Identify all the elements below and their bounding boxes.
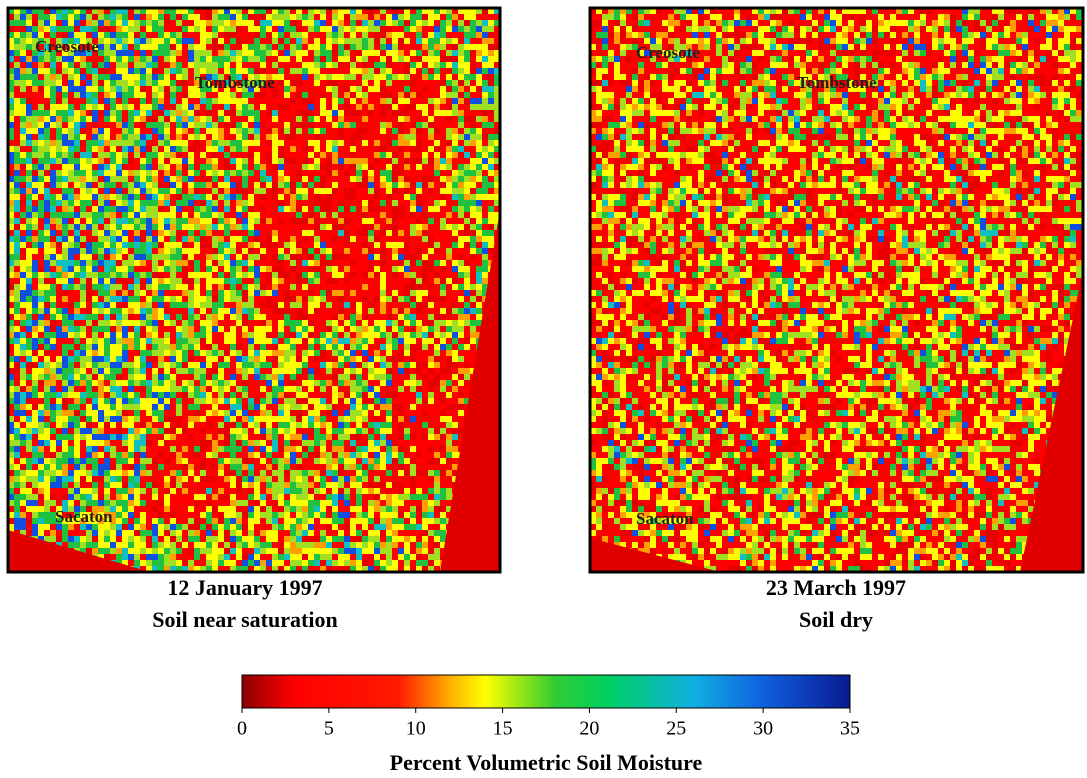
colorbar-label: Percent Volumetric Soil Moisture: [390, 750, 703, 775]
colorbar: [242, 675, 850, 708]
site-label: Creosote: [35, 37, 99, 56]
moisture-map: [590, 8, 1087, 572]
tick-label: 10: [406, 718, 426, 740]
tick-label: 35: [840, 718, 860, 740]
tick-label: 5: [324, 718, 334, 740]
panel-condition: Soil near saturation: [152, 607, 337, 632]
site-label: Sacaton: [636, 509, 694, 528]
site-label: Tombstone: [797, 73, 877, 92]
site-label: Creosote: [636, 43, 700, 62]
panel-condition: Soil dry: [799, 607, 873, 632]
site-label: Tombstone: [195, 73, 275, 92]
tick-label: 15: [493, 718, 513, 740]
moisture-map: [8, 8, 500, 572]
panel-date: 23 March 1997: [766, 575, 906, 600]
tick-label: 25: [666, 718, 686, 740]
tick-label: 0: [237, 718, 247, 740]
figure: Creosote Tombstone Sacaton Creosote Tomb…: [0, 0, 1087, 778]
site-label: Sacaton: [55, 507, 113, 526]
tick-label: 20: [579, 718, 599, 740]
tick-label: 30: [753, 718, 773, 740]
panel-date: 12 January 1997: [167, 575, 322, 600]
